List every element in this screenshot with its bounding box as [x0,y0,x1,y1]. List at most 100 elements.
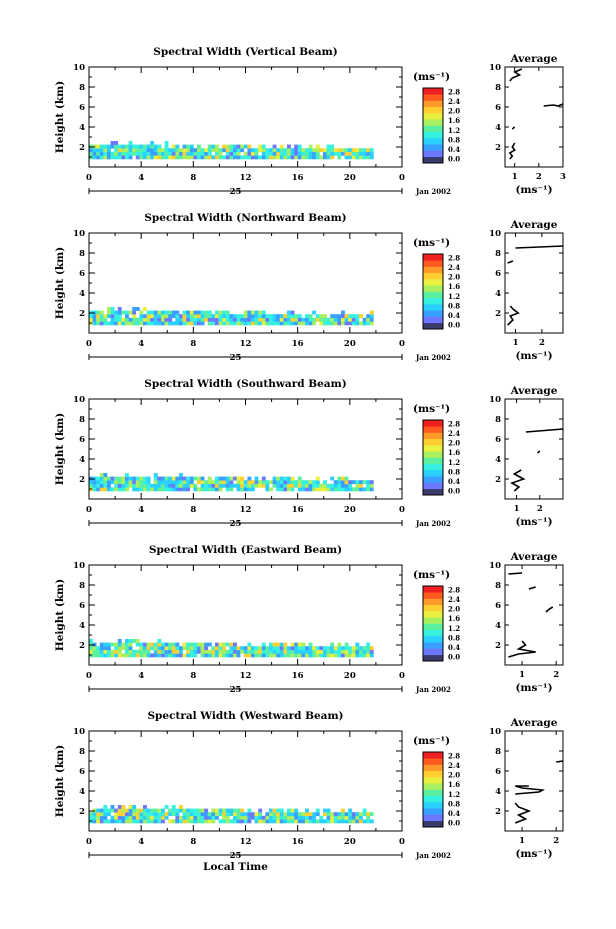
y-tick-label: 10 [73,395,85,405]
heatmap-cell [193,155,198,160]
heatmap-cell [341,483,345,488]
heatmap-cell [157,317,162,322]
average-x-tick-label: 2 [536,172,542,182]
heatmap-cell [193,642,198,647]
heatmap-cell [222,314,227,319]
heatmap-cell [279,653,284,658]
heatmap-cell [276,642,281,647]
y-axis-label: Height (km) [54,579,66,651]
heatmap-cell [305,653,309,658]
colorbar-tick-label: 2.4 [448,429,460,438]
heatmap-cell [359,155,363,160]
y-tick-label: 8 [79,747,85,757]
heatmap-cell [341,148,345,153]
heatmap-cell [168,151,173,156]
heatmap-cell [204,646,209,651]
heatmap-cell [240,812,245,817]
heatmap-cell [233,317,237,322]
y-axis-label: Height (km) [54,247,66,319]
heatmap-cell [168,649,173,654]
heatmap-cell [132,487,137,492]
heatmap-cell [341,649,345,654]
heatmap-cell [107,808,111,813]
heatmap-cell [290,480,295,485]
month-label: Jan 2002 [415,353,451,362]
heatmap-cell [153,155,158,160]
heatmap-cell [189,642,194,647]
heatmap-cell [315,317,320,322]
heatmap-cell [96,653,101,658]
heatmap-cell [153,314,158,319]
heatmap-cell [254,819,259,824]
heatmap-cell [344,646,349,651]
heatmap-cell [276,819,281,824]
heatmap-cell [117,815,122,820]
heatmap-cell [89,314,93,319]
heatmap-cell [128,148,133,153]
average-profile-line [545,606,554,613]
heatmap-cell [315,155,320,160]
heatmap-cell [272,155,277,160]
heatmap-cell [287,314,291,319]
heatmap-cell [182,480,187,485]
heatmap-cell [99,812,104,817]
heatmap-cell [341,480,345,485]
heatmap-cell [110,155,115,160]
heatmap-cell [200,314,205,319]
heatmap-cell [146,646,151,651]
y-tick-label: 8 [79,415,85,425]
heatmap-cell [276,653,281,658]
heatmap-cell [287,487,291,492]
y-tick-label: 10 [73,727,85,737]
heatmap-cell [294,646,299,651]
heatmap-cell [139,483,144,488]
heatmap-cell [312,480,317,485]
heatmap-cell [110,307,115,311]
heatmap-cell [294,642,299,647]
y-tick-label: 8 [79,249,85,259]
average-profile-line [509,68,523,82]
heatmap-cell [305,317,309,322]
heatmap-cell [272,483,277,488]
heatmap-cell [279,483,284,488]
heatmap-cell [161,151,165,156]
heatmap-cell [153,148,158,153]
heatmap-cell [89,317,93,322]
heatmap-cell [348,314,353,319]
x-tick-label: 12 [240,671,252,681]
heatmap-cell [110,310,115,315]
heatmap-cell [341,487,345,492]
heatmap-cell [319,815,324,820]
colorbar-tick-label: 0.0 [448,653,460,662]
heatmap-cell [261,815,266,820]
heatmap-cell [146,815,151,820]
heatmap-cell [276,480,281,485]
heatmap-cell [240,480,245,485]
heatmap-cell [110,317,115,322]
heatmap-cell [207,148,212,153]
heatmap-cell [182,808,187,813]
heatmap-cell [99,642,104,647]
heatmap-cell [362,155,367,160]
heatmap-cell [168,480,173,485]
heatmap-cell [247,148,252,153]
average-y-tick-label: 6 [495,767,501,777]
colorbar-swatch [423,272,443,280]
heatmap-cell [153,151,158,156]
heatmap-cell [96,487,101,492]
heatmap-cell [215,646,219,651]
heatmap-cell [333,148,338,153]
heatmap-cell [153,487,158,492]
heatmap-cell [323,148,327,153]
heatmap-cell [117,812,122,817]
heatmap-cell [355,148,360,153]
average-x-axis-label: (ms⁻¹) [515,516,552,528]
heatmap-cell [236,483,241,488]
heatmap-cell [168,317,173,322]
heatmap-cell [337,646,342,651]
heatmap-cell [150,321,155,326]
colorbar-swatch [423,119,443,126]
colorbar-swatch [423,150,443,158]
average-x-tick-label: 2 [537,504,543,514]
